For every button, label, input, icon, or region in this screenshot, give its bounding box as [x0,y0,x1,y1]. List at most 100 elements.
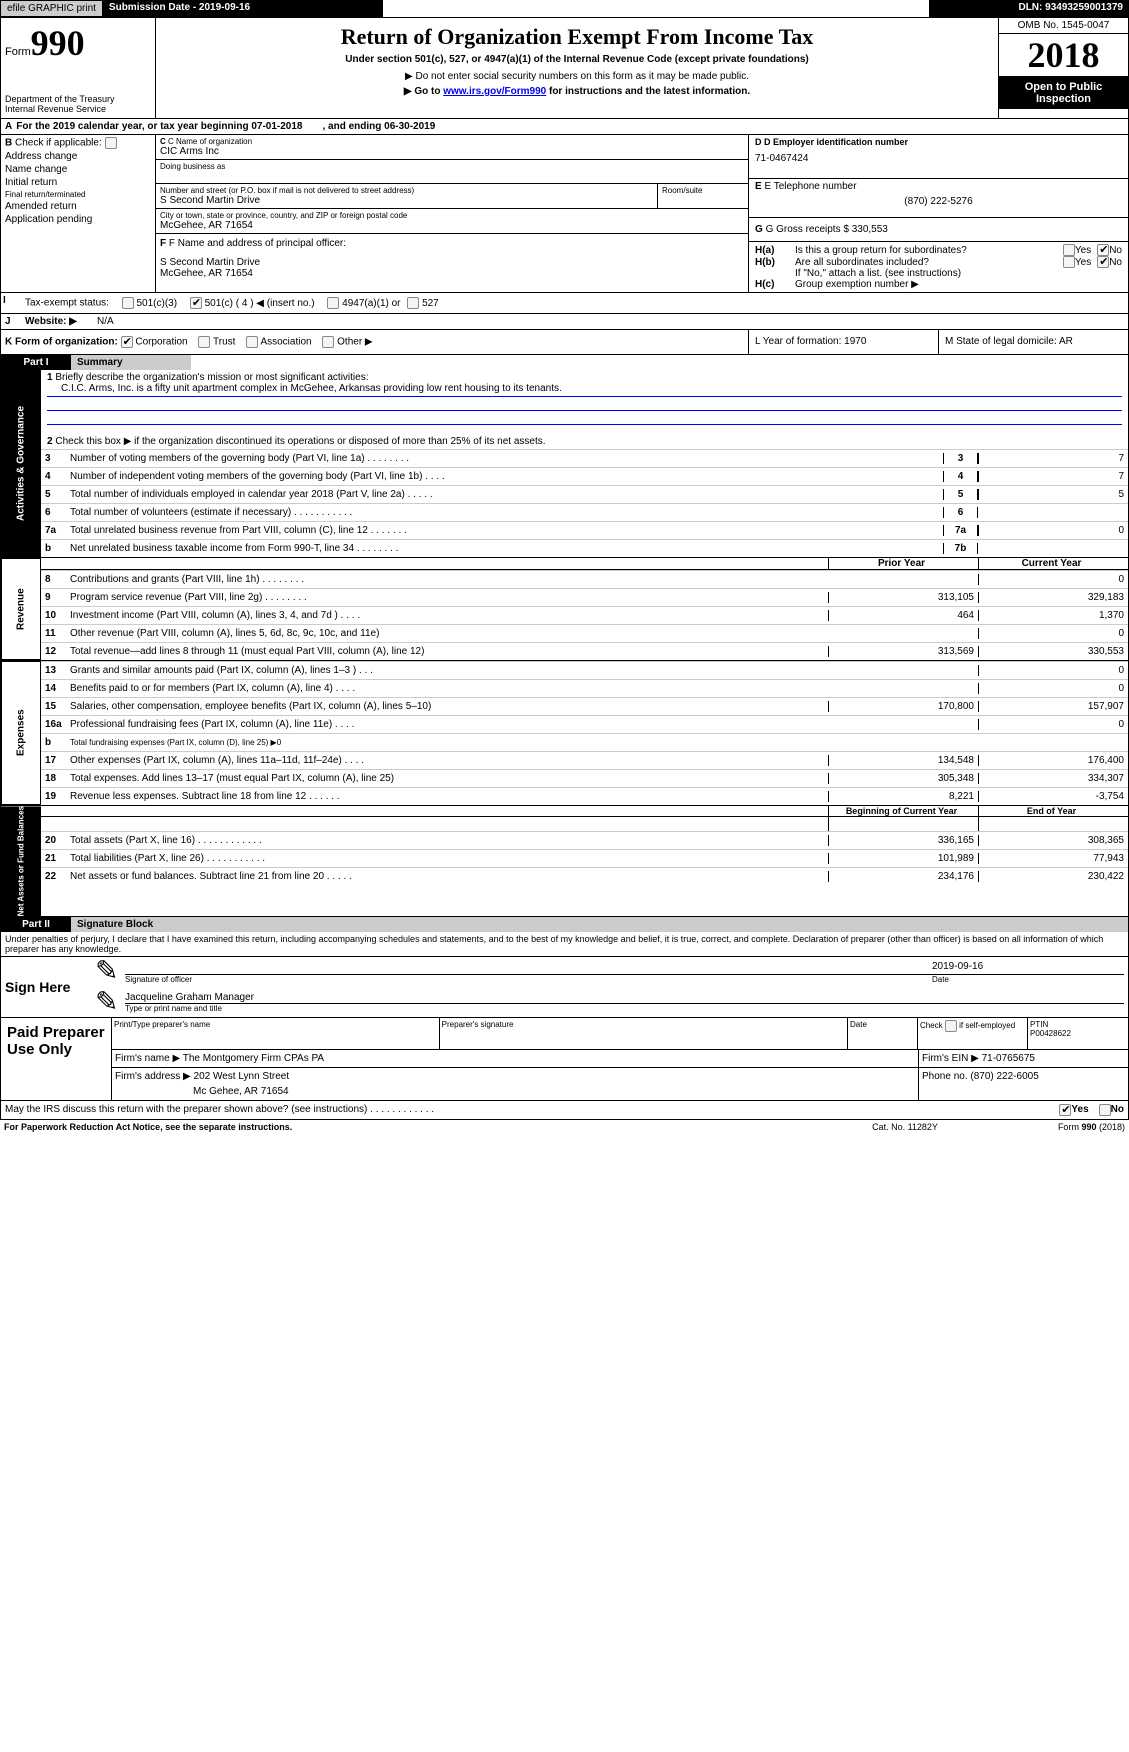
prep-name-label: Print/Type preparer's name [112,1018,440,1049]
summary-line: 8Contributions and grants (Part VIII, li… [41,570,1128,588]
summary-line: 7aTotal unrelated business revenue from … [41,521,1128,539]
summary-line: 14Benefits paid to or for members (Part … [41,679,1128,697]
ptin-label: PTIN [1030,1020,1126,1029]
summary-line: 11Other revenue (Part VIII, column (A), … [41,624,1128,642]
check-icon [121,336,133,348]
sidebar-netassets: Net Assets or Fund Balances [1,806,41,916]
part2-label: Part II [1,917,71,932]
tax-year-begin: For the 2019 calendar year, or tax year … [16,121,302,132]
ha-label: H(a) [755,245,774,256]
irs-link[interactable]: www.irs.gov/Form990 [443,86,546,97]
website-row: J Website: ▶ N/A [0,314,1129,330]
dba-label: Doing business as [160,162,744,171]
ein-val: 71-0467424 [755,153,1122,164]
hb-text: Are all subordinates included? [795,257,1063,268]
sig-date-label: Date [924,975,1124,984]
firm-ein: Firm's EIN ▶ 71-0765675 [918,1050,1128,1067]
cb-final-return: Final return/terminated [5,190,151,199]
expenses-section: Expenses 13Grants and similar amounts pa… [0,660,1129,805]
ptin-val: P00428622 [1030,1029,1126,1038]
opt-corp: Corporation [135,337,187,348]
cb-initial-return: Initial return [5,177,151,188]
submission-date: Submission Date - 2019-09-16 [103,0,383,17]
street-label: Number and street (or P.O. box if mail i… [160,186,653,195]
prep-sig-label: Preparer's signature [440,1018,848,1049]
opt-4947: 4947(a)(1) or [342,298,400,309]
check-icon [322,336,334,348]
discuss-row: May the IRS discuss this return with the… [0,1101,1129,1120]
no-label: No [1109,245,1122,256]
opt-assoc: Association [260,337,311,348]
city-label: City or town, state or province, country… [160,211,744,220]
summary-line: bTotal fundraising expenses (Part IX, co… [41,733,1128,751]
k-label: K Form of organization: [5,337,118,348]
status-label: Tax-exempt status: [25,298,109,309]
pen-icon: ✎ [95,992,125,1013]
irs-label: Internal Revenue Service [5,104,151,114]
org-name: CIC Arms Inc [160,146,744,157]
col-prior: Prior Year [828,558,978,569]
note1: ▶ Do not enter social security numbers o… [166,71,988,82]
check-icon [1063,256,1075,268]
summary-line: 15Salaries, other compensation, employee… [41,697,1128,715]
summary-line: 4Number of independent voting members of… [41,467,1128,485]
opt-501c: 501(c) ( 4 ) ◀ (insert no.) [205,298,315,309]
omb: OMB No. 1545-0047 [999,18,1128,34]
yes-label: Yes [1071,1104,1088,1116]
summary-line: 10Investment income (Part VIII, column (… [41,606,1128,624]
yes-label: Yes [1075,257,1091,268]
subtitle: Under section 501(c), 527, or 4947(a)(1)… [166,54,988,65]
sidebar-expenses: Expenses [1,661,41,805]
note2-prefix: ▶ Go to [404,86,443,97]
tax-status-row: I Tax-exempt status: 501(c)(3) 501(c) ( … [0,293,1129,314]
city-val: McGehee, AR 71654 [160,220,744,231]
paid-label: Paid Preparer Use Only [1,1018,111,1100]
summary-line: 6Total number of volunteers (estimate if… [41,503,1128,521]
check-icon [1063,244,1075,256]
summary-line: 16aProfessional fundraising fees (Part I… [41,715,1128,733]
check-icon [1059,1104,1071,1116]
summary-line: 21Total liabilities (Part X, line 26) . … [41,849,1128,867]
pen-icon: ✎ [95,961,125,984]
summary-line: bNet unrelated business taxable income f… [41,539,1128,557]
check-icon [190,297,202,309]
sign-here-label: Sign Here [1,957,91,1017]
phone-label: E Telephone number [764,181,856,192]
summary-line: 18Total expenses. Add lines 13–17 (must … [41,769,1128,787]
summary-line: 19Revenue less expenses. Subtract line 1… [41,787,1128,805]
sidebar-governance: Activities & Governance [1,370,41,557]
cat-no: Cat. No. 11282Y [872,1122,938,1132]
website-label: Website: ▶ [25,316,77,327]
discuss-text: May the IRS discuss this return with the… [5,1104,1059,1116]
perjury-text: Under penalties of perjury, I declare th… [0,932,1129,957]
tax-year-end: , and ending 06-30-2019 [322,121,435,132]
self-emp-suffix: if self-employed [957,1022,1015,1031]
summary-line: 13Grants and similar amounts paid (Part … [41,661,1128,679]
dept-label: Department of the Treasury [5,94,151,104]
org-name-label: C Name of organization [168,137,252,146]
check-icon [1097,256,1109,268]
open-inspection: Open to Public Inspection [999,77,1128,109]
officer-addr1: S Second Martin Drive [160,257,744,268]
yes-label: Yes [1075,245,1091,256]
state-domicile: M State of legal domicile: AR [938,330,1128,354]
street-val: S Second Martin Drive [160,195,653,206]
room-label: Room/suite [658,184,748,208]
phone-val: (870) 222-5276 [755,196,1122,207]
self-emp-label: Check [920,1022,945,1031]
opt-527: 527 [422,298,439,309]
firm-phone: Phone no. (870) 222-6005 [918,1068,1128,1100]
pra-notice: For Paperwork Reduction Act Notice, see … [4,1122,872,1132]
q1-label: Briefly describe the organization's miss… [55,372,368,383]
check-icon [105,137,117,149]
summary-line: 9Program service revenue (Part VIII, lin… [41,588,1128,606]
cb-address-change: Address change [5,151,151,162]
check-icon [122,297,134,309]
website-val: N/A [97,316,114,327]
sidebar-revenue: Revenue [1,558,41,660]
sig-name-label: Type or print name and title [125,1004,1124,1013]
netassets-section: Net Assets or Fund Balances Beginning of… [0,805,1129,917]
hc-label: H(c) [755,279,774,290]
opt-501c3: 501(c)(3) [136,298,177,309]
check-applicable-label: Check if applicable: [15,138,102,149]
